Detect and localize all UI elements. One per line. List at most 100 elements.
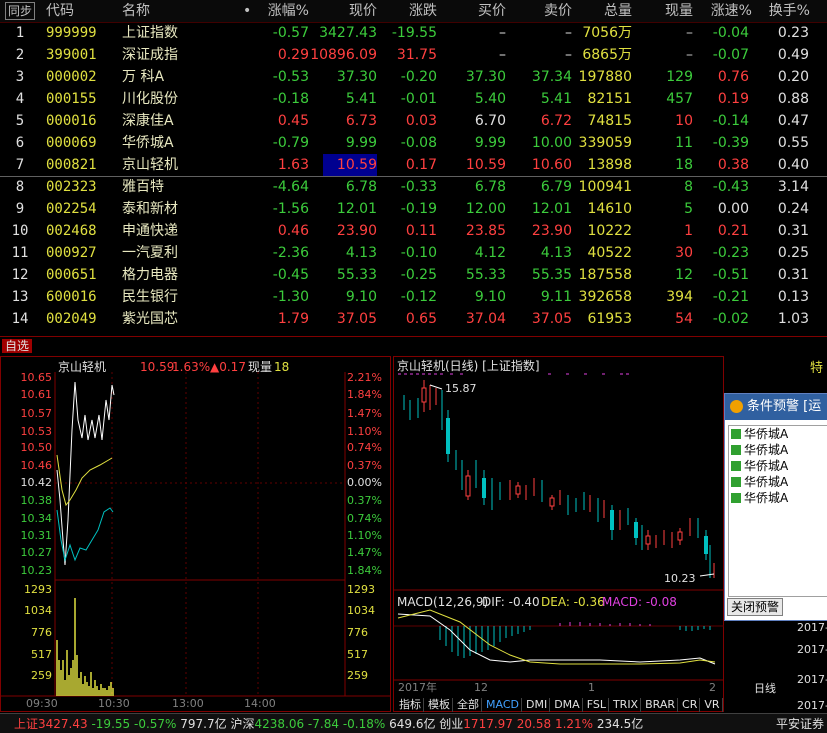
price-label: 10.31 bbox=[20, 529, 53, 542]
cell: – bbox=[565, 47, 572, 63]
column-header[interactable]: 现价 bbox=[349, 3, 377, 19]
price-label: 10.34 bbox=[20, 512, 53, 525]
indicator-tab[interactable]: TRIX bbox=[611, 698, 642, 712]
indicator-tab[interactable]: VR bbox=[702, 698, 723, 712]
tab[interactable]: 自选 bbox=[2, 339, 33, 353]
cell: 000927 bbox=[46, 245, 97, 261]
table-row[interactable]: 11 000927 一汽夏利 -2.36 4.13 -0.10 4.12 4.13 40522 3… bbox=[0, 242, 827, 264]
cell: -0.02 bbox=[712, 311, 749, 327]
aux-line bbox=[56, 507, 114, 562]
column-header[interactable]: 同步 bbox=[5, 2, 36, 20]
table-row[interactable]: 2 399001 深证成指 0.29 10896.09 31.75– –6865万 – -0.0… bbox=[0, 44, 827, 66]
table-row[interactable]: 4 000155 川化股份 -0.18 5.41 -0.01 5.40 5.41 82151 45… bbox=[0, 88, 827, 110]
cell: 3427.43 bbox=[319, 25, 377, 41]
table-row[interactable]: 14 002049 紫光国芯 1.79 37.05 0.65 37.04 37.05 61953… bbox=[0, 308, 827, 330]
dif-line bbox=[397, 613, 716, 665]
indicator-tab[interactable]: 模板 bbox=[426, 698, 453, 712]
cell: 31.75 bbox=[396, 47, 437, 63]
alert-item[interactable]: 华侨城A bbox=[744, 491, 789, 505]
price-label: 10.53 bbox=[20, 425, 53, 438]
column-header[interactable]: 现量 bbox=[665, 3, 693, 19]
cell: 8 bbox=[684, 179, 693, 195]
cell: 0.24 bbox=[777, 201, 809, 217]
cell: 0.19 bbox=[717, 91, 749, 107]
side-date: 2017- bbox=[797, 699, 827, 712]
cell: 37.04 bbox=[465, 311, 506, 327]
cell: 2 bbox=[15, 47, 25, 63]
cell: -0.25 bbox=[400, 267, 437, 283]
table-row[interactable]: 12 000651 格力电器 -0.45 55.33 -0.25 55.33 55.35 187… bbox=[0, 264, 827, 286]
table-row[interactable]: 6 000069 华侨城A -0.79 9.99 -0.08 9.99 10.00 339059… bbox=[0, 132, 827, 154]
cell: 4.13 bbox=[345, 245, 377, 261]
side-tab[interactable]: 特 bbox=[810, 361, 824, 376]
column-header[interactable]: 涨速% bbox=[710, 3, 752, 19]
cell: 9.11 bbox=[540, 289, 572, 305]
cell: 0.76 bbox=[717, 69, 749, 85]
table-row[interactable]: 7 000821 京山轻机 1.63 10.59 0.17 10.59 10.60 13898 1… bbox=[0, 154, 827, 177]
table-row[interactable]: 3 000002 万 科A -0.53 37.30 -0.20 37.30 37.34 1978… bbox=[0, 66, 827, 88]
cell: -1.56 bbox=[272, 201, 309, 217]
cell: -0.33 bbox=[400, 179, 437, 195]
column-header[interactable]: 买价 bbox=[478, 3, 506, 19]
column-header[interactable]: 涨幅% bbox=[267, 3, 309, 19]
indicator-tab[interactable]: DMA bbox=[552, 698, 583, 712]
cell: 37.05 bbox=[336, 311, 377, 327]
index-pct: -0.18% bbox=[342, 717, 386, 731]
column-header[interactable]: 卖价 bbox=[544, 3, 572, 19]
column-header[interactable]: 名称 bbox=[122, 3, 150, 19]
column-header[interactable]: 总量 bbox=[604, 3, 632, 19]
index-change: 20.58 bbox=[516, 717, 552, 731]
table-row[interactable]: 1 999999 上证指数 -0.57 3427.43 -19.55– –7056万 – -0.… bbox=[0, 22, 827, 44]
cell: 4.13 bbox=[540, 245, 572, 261]
cell: 10 bbox=[675, 113, 693, 129]
indicator-tab[interactable]: DMI bbox=[524, 698, 551, 712]
cell: – bbox=[686, 25, 693, 41]
vol-label: 1034 bbox=[347, 604, 375, 617]
column-header[interactable]: 代码 bbox=[46, 3, 74, 19]
pct-label: 0.74% bbox=[347, 512, 382, 525]
alert-item[interactable]: 华侨城A bbox=[744, 459, 789, 473]
indicator-tab[interactable]: 指标 bbox=[397, 698, 424, 712]
cell: 9 bbox=[15, 201, 25, 217]
cell: -0.10 bbox=[400, 245, 437, 261]
price-label: 10.42 bbox=[20, 476, 53, 489]
macd-label: DIF: -0.40 bbox=[482, 595, 540, 609]
cell: 泰和新材 bbox=[122, 201, 178, 217]
date-label: 2 bbox=[709, 681, 716, 694]
indicator-tab[interactable]: MACD bbox=[484, 698, 522, 712]
column-header[interactable]: 涨跌 bbox=[409, 3, 437, 19]
alert-item[interactable]: 华侨城A bbox=[744, 427, 789, 441]
table-row[interactable]: 5 000016 深康佳A 0.45 6.73 0.03 6.70 6.72 74815 10 -0… bbox=[0, 110, 827, 132]
column-header[interactable]: 换手% bbox=[768, 3, 810, 19]
table-row[interactable]: 10 002468 申通快递 0.46 23.90 0.11 23.85 23.90 10222… bbox=[0, 220, 827, 242]
indicator-tab[interactable]: 全部 bbox=[455, 698, 482, 712]
table-row[interactable]: 13 600016 民生银行 -1.30 9.10 -0.12 9.10 9.11 392658… bbox=[0, 286, 827, 308]
alert-item[interactable]: 华侨城A bbox=[744, 475, 789, 489]
alert-icon bbox=[731, 477, 741, 487]
indicator-tab[interactable]: FSL bbox=[585, 698, 609, 712]
cell: 002254 bbox=[46, 201, 97, 217]
column-header[interactable]: • bbox=[243, 3, 252, 19]
time-label: 13:00 bbox=[172, 697, 204, 710]
cell: 999999 bbox=[46, 25, 97, 41]
cell: – bbox=[499, 47, 506, 63]
cell: -0.20 bbox=[400, 69, 437, 85]
cell: 37.30 bbox=[336, 69, 377, 85]
pct-label: 1.47% bbox=[347, 546, 382, 559]
vol-label: 517 bbox=[347, 648, 368, 661]
cell: 10222 bbox=[587, 223, 632, 239]
cell: 9.10 bbox=[345, 289, 377, 305]
table-row[interactable]: 9 002254 泰和新材 -1.56 12.01 -0.19 12.00 12.01 1461… bbox=[0, 198, 827, 220]
date-label: 1 bbox=[588, 681, 595, 694]
cell: -0.21 bbox=[712, 289, 749, 305]
cell: 55.33 bbox=[465, 267, 506, 283]
indicator-tab[interactable]: BRAR bbox=[643, 698, 679, 712]
cell: 55.35 bbox=[531, 267, 572, 283]
indicator-tab[interactable]: CR bbox=[680, 698, 701, 712]
index-name: 沪深 bbox=[230, 717, 255, 731]
side-date: 2017- bbox=[797, 621, 827, 634]
table-row[interactable]: 8 002323 雅百特 -4.64 6.78 -0.33 6.78 6.79 100941 8 -… bbox=[0, 176, 827, 198]
alert-item[interactable]: 华侨城A bbox=[744, 443, 789, 457]
close-button[interactable]: 关闭预警 bbox=[727, 598, 784, 616]
alert-icon bbox=[731, 445, 741, 455]
